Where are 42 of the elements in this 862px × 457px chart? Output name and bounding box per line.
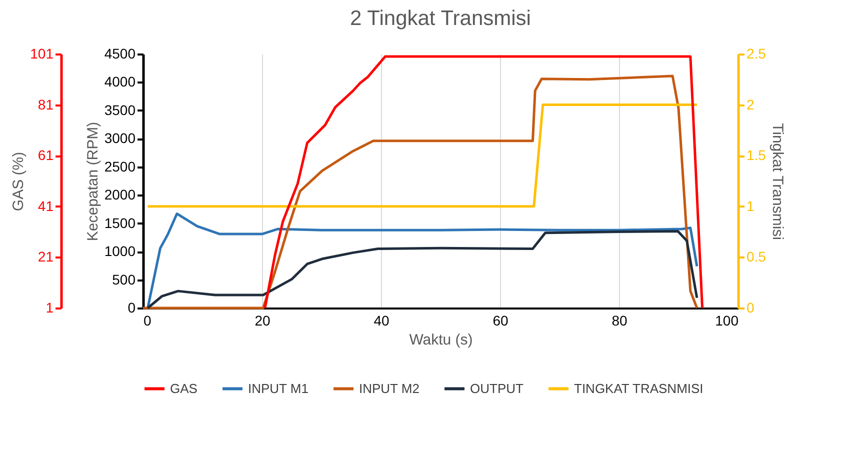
y-tick-label: 4000 bbox=[104, 74, 136, 90]
x-tick-label: 20 bbox=[254, 312, 270, 328]
y2-tick-label: 0 bbox=[746, 300, 754, 316]
y-tick-label: 3500 bbox=[104, 102, 136, 118]
line-series bbox=[264, 55, 704, 310]
y2-tick-label: 0.5 bbox=[746, 248, 766, 265]
y-tick-label: 4500 bbox=[104, 46, 136, 62]
line-series bbox=[146, 230, 698, 310]
legend-label: INPUT M2 bbox=[359, 380, 420, 396]
y-tick-label: 1500 bbox=[104, 214, 136, 231]
y3-tick-label: 101 bbox=[30, 46, 54, 62]
y3-tick-label: 41 bbox=[38, 198, 54, 214]
y-tick-label: 500 bbox=[112, 271, 136, 288]
y3-tick-label: 1 bbox=[46, 300, 54, 316]
y2-tick-label: 1.5 bbox=[746, 147, 766, 164]
y3-tick-label: 21 bbox=[38, 248, 54, 265]
legend-label: OUTPUT bbox=[470, 380, 524, 396]
y2-axis-title: Tingkat Transmisi bbox=[768, 123, 786, 240]
y3-tick-label: 81 bbox=[38, 96, 54, 112]
y-tick-label: 2500 bbox=[104, 158, 136, 174]
line-series bbox=[146, 212, 698, 310]
y-tick-label: 3000 bbox=[104, 130, 136, 146]
y-tick-label: 0 bbox=[128, 300, 136, 316]
y-tick-label: 1000 bbox=[104, 243, 136, 260]
y-tick-label: 2000 bbox=[104, 186, 136, 203]
x-tick-label: 100 bbox=[715, 312, 739, 328]
y2-tick-label: 2 bbox=[746, 96, 754, 112]
x-axis-title: Waktu (s) bbox=[409, 332, 473, 348]
y-axis-title: Kecepatan (RPM) bbox=[84, 122, 102, 242]
y3-axis-title: GAS (%) bbox=[10, 152, 28, 212]
y2-tick-label: 1 bbox=[746, 198, 754, 214]
x-tick-label: 60 bbox=[492, 312, 508, 328]
line-series bbox=[142, 74, 698, 310]
x-tick-label: 40 bbox=[374, 312, 390, 328]
x-tick-label: 80 bbox=[612, 312, 628, 328]
legend-label: TINGKAT TRASNMISI bbox=[574, 380, 704, 396]
legend-label: GAS bbox=[170, 380, 198, 396]
y3-tick-label: 61 bbox=[38, 147, 54, 164]
x-tick-label: 0 bbox=[144, 312, 152, 328]
chart-title: 2 Tingkat Transmisi bbox=[350, 7, 531, 30]
y2-tick-label: 2.5 bbox=[746, 46, 766, 62]
legend-label: INPUT M1 bbox=[248, 380, 308, 396]
